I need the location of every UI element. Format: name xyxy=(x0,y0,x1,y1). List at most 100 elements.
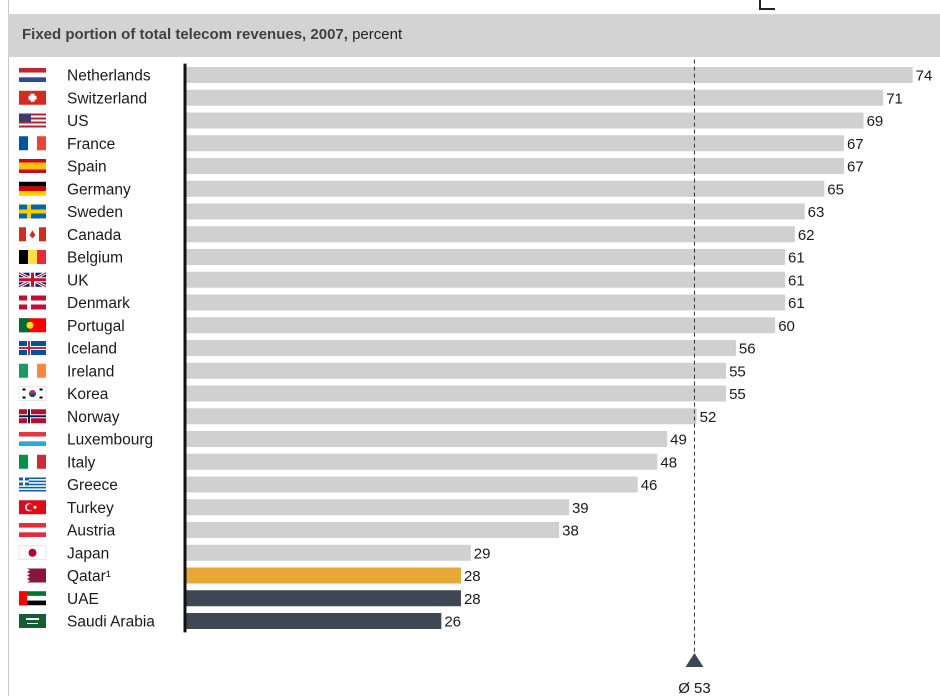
flag-part xyxy=(19,72,46,78)
country-label: Saudi Arabia xyxy=(67,614,155,631)
canada-flag-icon xyxy=(19,227,46,242)
flag-part xyxy=(19,113,46,116)
flag-part xyxy=(19,181,46,187)
value-label: 60 xyxy=(778,318,795,335)
iceland-flag-icon xyxy=(19,341,46,355)
value-label: 61 xyxy=(788,250,805,267)
country-label: US xyxy=(67,113,89,130)
value-labels: 7471696767656362616161605655555249484639… xyxy=(444,68,932,631)
flag-part xyxy=(19,415,46,418)
flag-part xyxy=(19,483,46,486)
flag-part xyxy=(19,347,46,349)
flag-part xyxy=(19,113,31,122)
bar xyxy=(186,362,727,379)
country-label: Qatar¹ xyxy=(67,568,111,585)
uk-flag-icon xyxy=(18,271,47,289)
korea-flag-icon xyxy=(18,386,47,401)
value-label: 46 xyxy=(641,477,658,494)
bar xyxy=(186,476,638,493)
flag-part xyxy=(37,363,46,378)
flag-part xyxy=(19,480,29,483)
value-label: 62 xyxy=(798,227,815,244)
country-label: Belgium xyxy=(67,250,123,267)
bar xyxy=(186,294,786,311)
flag-part xyxy=(19,486,46,489)
chart-title-text: Fixed portion of total telecom revenues,… xyxy=(22,26,348,43)
average-marker-icon xyxy=(685,653,704,667)
country-label: Germany xyxy=(67,181,131,198)
austria-flag-icon xyxy=(19,523,46,537)
bar xyxy=(186,544,471,561)
bar xyxy=(186,317,776,334)
value-label: 55 xyxy=(729,363,746,380)
flag-part xyxy=(28,548,37,557)
saudi-arabia-flag-icon xyxy=(19,614,46,628)
value-label: 29 xyxy=(474,545,491,562)
japan-flag-icon xyxy=(18,545,47,560)
flag-part xyxy=(19,436,46,442)
value-label: 52 xyxy=(700,409,717,426)
flag-part xyxy=(19,227,26,242)
flag-part xyxy=(19,591,46,596)
flag-part xyxy=(28,95,37,100)
value-label: 65 xyxy=(827,181,844,198)
country-label: Italy xyxy=(67,454,96,471)
flag-part xyxy=(19,77,46,82)
value-label: 61 xyxy=(788,295,805,312)
country-label: UK xyxy=(67,272,89,289)
uae-flag-icon xyxy=(19,591,46,606)
bar xyxy=(186,180,825,197)
country-label: Netherlands xyxy=(67,68,151,85)
value-label: 39 xyxy=(572,500,589,517)
portugal-flag-icon xyxy=(19,318,46,333)
flag-part xyxy=(37,250,46,264)
bar xyxy=(186,89,884,106)
value-label: 69 xyxy=(867,113,884,130)
country-label: Spain xyxy=(67,159,107,176)
denmark-flag-icon xyxy=(19,295,46,310)
flag-part xyxy=(19,117,46,120)
country-label: Turkey xyxy=(67,500,114,517)
germany-flag-icon xyxy=(19,181,46,196)
flag-part xyxy=(26,321,34,329)
value-label: 63 xyxy=(808,204,825,221)
flag-part xyxy=(19,489,46,492)
flag-part xyxy=(22,396,26,399)
bar xyxy=(186,226,795,243)
value-label: 55 xyxy=(729,386,746,403)
flag-part xyxy=(27,623,38,624)
flag-part xyxy=(19,568,27,583)
bar xyxy=(186,385,727,402)
bar xyxy=(186,499,569,516)
flag-part xyxy=(19,300,46,305)
flag-part xyxy=(33,505,37,509)
country-labels: Netherlands Switzerland US France Spain Germa… xyxy=(67,68,155,631)
bar xyxy=(186,340,736,356)
country-label: Canada xyxy=(67,227,122,244)
belgium-flag-icon xyxy=(19,250,46,264)
value-label: 38 xyxy=(562,523,579,540)
flag-part xyxy=(26,618,39,620)
country-label: Denmark xyxy=(67,295,130,312)
flag-part xyxy=(28,454,37,469)
value-label: 67 xyxy=(847,136,864,153)
flag-part xyxy=(28,136,37,151)
flag-part xyxy=(19,480,46,483)
flag-part xyxy=(19,591,27,606)
flag-part xyxy=(19,523,46,528)
bar xyxy=(186,613,442,629)
greece-flag-icon xyxy=(19,477,46,492)
flag-part xyxy=(19,68,46,73)
flag-part xyxy=(28,250,37,264)
spain-flag-icon xyxy=(19,159,46,173)
bar xyxy=(186,249,786,265)
chart-title: Fixed portion of total telecom revenues,… xyxy=(22,26,402,43)
country-label: Korea xyxy=(67,386,109,403)
value-label: 48 xyxy=(660,454,677,471)
turkey-flag-icon xyxy=(19,500,46,515)
italy-flag-icon xyxy=(19,454,46,469)
flag-part xyxy=(19,363,28,378)
value-label: 28 xyxy=(464,568,481,585)
flag-part xyxy=(39,388,43,391)
flags xyxy=(18,68,47,628)
